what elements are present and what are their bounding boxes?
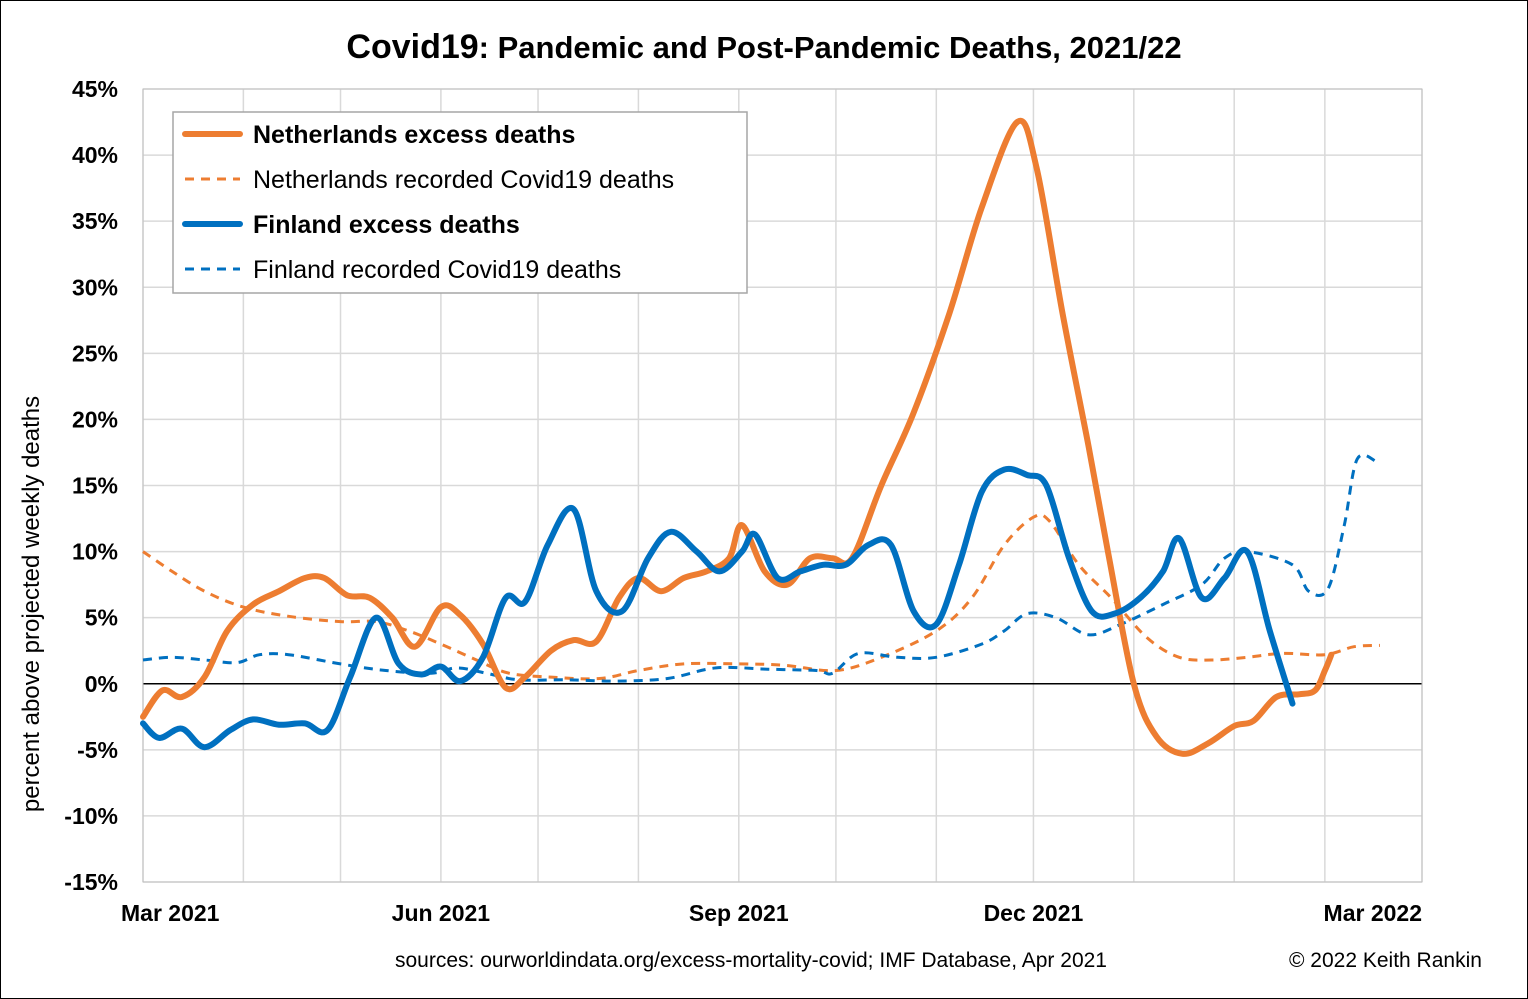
x-tick-label: Mar 2022 (1324, 900, 1422, 926)
legend: Netherlands excess deaths Netherlands re… (172, 111, 748, 294)
legend-label-finland-excess: Finland excess deaths (253, 211, 520, 239)
legend-item-finland-excess: Finland excess deaths (182, 211, 520, 239)
x-axis-ticks: Mar 2021 Jun 2021 Sep 2021 Dec 2021 Mar 2022 (121, 900, 1422, 926)
y-tick-label: -5% (77, 737, 118, 763)
y-tick-label: 25% (72, 340, 118, 366)
y-tick-label: 15% (72, 473, 118, 499)
y-tick-label: 45% (72, 76, 118, 102)
legend-label-netherlands-excess: Netherlands excess deaths (253, 121, 575, 149)
x-tick-label: Jun 2021 (392, 900, 491, 926)
y-tick-label: 20% (72, 406, 118, 432)
x-tick-label: Sep 2021 (689, 900, 789, 926)
y-tick-label: -15% (64, 869, 118, 895)
legend-item-netherlands-excess: Netherlands excess deaths (182, 121, 575, 149)
chart-title-rest: : Pandemic and Post-Pandemic Deaths, 202… (479, 30, 1182, 65)
series-line-finland-excess-deaths (140, 465, 1296, 751)
x-tick-label: Dec 2021 (984, 900, 1084, 926)
y-tick-label: 0% (85, 671, 118, 697)
legend-label-finland-recorded: Finland recorded Covid19 deaths (253, 256, 621, 284)
chart-title: Covid19: Pandemic and Post-Pandemic Deat… (346, 28, 1181, 66)
plot-area: 45%40%35%30%25%20%15%10%5%0%-5%-10%-15% … (64, 76, 1423, 926)
y-tick-label: -10% (64, 803, 118, 829)
y-tick-label: 5% (85, 605, 118, 631)
y-axis-ticks: 45% 40% 35% 30% 25% 20% 15% 10% 5% 0% -5% -10% -15% (64, 76, 118, 895)
y-tick-label: 35% (72, 208, 118, 234)
y-tick-label: 10% (72, 539, 118, 565)
y-tick-label: 40% (72, 142, 118, 168)
chart-title-bold: Covid19 (346, 28, 478, 66)
legend-item-netherlands-recorded: Netherlands recorded Covid19 deaths (185, 166, 674, 194)
y-axis-label: percent above projected weekly deaths (18, 396, 45, 812)
legend-box (172, 111, 748, 294)
series-lines (140, 117, 1380, 757)
sources-note: sources: ourworldindata.org/excess-morta… (395, 949, 1107, 972)
legend-label-netherlands-recorded: Netherlands recorded Covid19 deaths (253, 166, 674, 194)
x-tick-label: Mar 2021 (121, 900, 220, 926)
plot-frame (142, 88, 1423, 883)
legend-item-finland-recorded: Finland recorded Covid19 deaths (185, 256, 621, 284)
y-tick-label: 30% (72, 274, 118, 300)
copyright-note: © 2022 Keith Rankin (1289, 949, 1482, 972)
